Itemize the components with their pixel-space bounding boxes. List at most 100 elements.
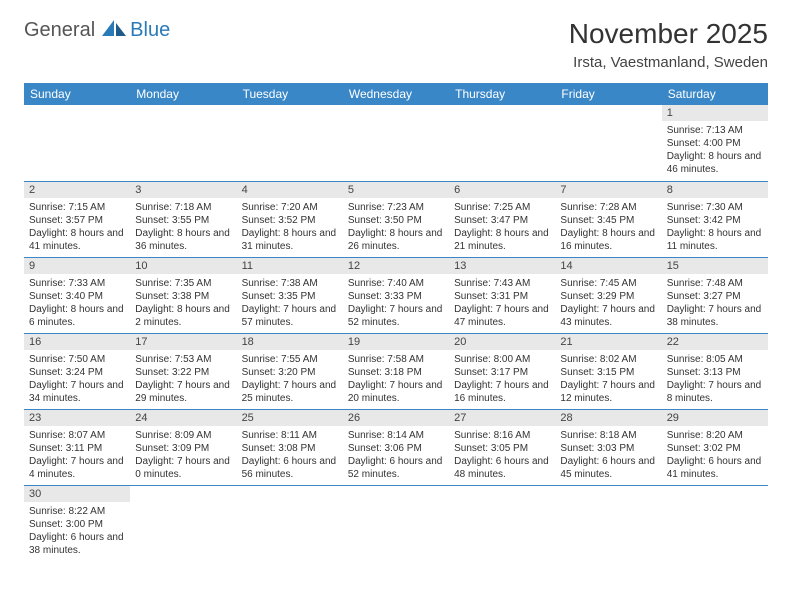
daylight-text: Daylight: 6 hours and 56 minutes. [242, 455, 338, 481]
sunrise-text: Sunrise: 7:53 AM [135, 353, 231, 366]
weekday-header-row: Sunday Monday Tuesday Wednesday Thursday… [24, 83, 768, 105]
day-number: 25 [237, 410, 343, 426]
calendar-week-row: 16Sunrise: 7:50 AMSunset: 3:24 PMDayligh… [24, 333, 768, 409]
sunset-text: Sunset: 3:47 PM [454, 214, 550, 227]
sunrise-text: Sunrise: 8:11 AM [242, 429, 338, 442]
calendar-day-cell: 25Sunrise: 8:11 AMSunset: 3:08 PMDayligh… [237, 409, 343, 485]
daylight-text: Daylight: 8 hours and 11 minutes. [667, 227, 763, 253]
logo-text-general: General [24, 19, 95, 42]
daylight-text: Daylight: 7 hours and 52 minutes. [348, 303, 444, 329]
sunrise-text: Sunrise: 7:33 AM [29, 277, 125, 290]
daylight-text: Daylight: 7 hours and 34 minutes. [29, 379, 125, 405]
day-details: Sunrise: 8:18 AMSunset: 3:03 PMDaylight:… [555, 426, 661, 484]
calendar-day-cell: 3Sunrise: 7:18 AMSunset: 3:55 PMDaylight… [130, 181, 236, 257]
calendar-day-cell: 8Sunrise: 7:30 AMSunset: 3:42 PMDaylight… [662, 181, 768, 257]
sunrise-text: Sunrise: 7:25 AM [454, 201, 550, 214]
daylight-text: Daylight: 7 hours and 16 minutes. [454, 379, 550, 405]
daylight-text: Daylight: 6 hours and 52 minutes. [348, 455, 444, 481]
day-number: 2 [24, 182, 130, 198]
weekday-header: Wednesday [343, 83, 449, 105]
day-details: Sunrise: 7:53 AMSunset: 3:22 PMDaylight:… [130, 350, 236, 408]
sunrise-text: Sunrise: 7:35 AM [135, 277, 231, 290]
day-details: Sunrise: 7:45 AMSunset: 3:29 PMDaylight:… [555, 274, 661, 332]
calendar-day-cell: 15Sunrise: 7:48 AMSunset: 3:27 PMDayligh… [662, 257, 768, 333]
day-number: 19 [343, 334, 449, 350]
day-details: Sunrise: 7:28 AMSunset: 3:45 PMDaylight:… [555, 198, 661, 256]
sunset-text: Sunset: 3:38 PM [135, 290, 231, 303]
day-number: 12 [343, 258, 449, 274]
daylight-text: Daylight: 8 hours and 6 minutes. [29, 303, 125, 329]
day-number: 18 [237, 334, 343, 350]
calendar-table: Sunday Monday Tuesday Wednesday Thursday… [24, 83, 768, 561]
sunrise-text: Sunrise: 8:09 AM [135, 429, 231, 442]
day-details: Sunrise: 7:43 AMSunset: 3:31 PMDaylight:… [449, 274, 555, 332]
day-number: 9 [24, 258, 130, 274]
sunset-text: Sunset: 3:50 PM [348, 214, 444, 227]
daylight-text: Daylight: 8 hours and 16 minutes. [560, 227, 656, 253]
sunset-text: Sunset: 3:57 PM [29, 214, 125, 227]
logo-text-blue: Blue [130, 19, 170, 42]
day-number: 29 [662, 410, 768, 426]
day-details: Sunrise: 8:14 AMSunset: 3:06 PMDaylight:… [343, 426, 449, 484]
day-number: 26 [343, 410, 449, 426]
sunset-text: Sunset: 3:18 PM [348, 366, 444, 379]
day-number [449, 105, 555, 109]
logo-sail-icon [100, 18, 128, 43]
sunrise-text: Sunrise: 7:55 AM [242, 353, 338, 366]
calendar-day-cell [24, 105, 130, 181]
day-number: 24 [130, 410, 236, 426]
sunset-text: Sunset: 3:33 PM [348, 290, 444, 303]
weekday-header: Monday [130, 83, 236, 105]
daylight-text: Daylight: 8 hours and 2 minutes. [135, 303, 231, 329]
day-number [555, 105, 661, 109]
calendar-day-cell: 27Sunrise: 8:16 AMSunset: 3:05 PMDayligh… [449, 409, 555, 485]
sunrise-text: Sunrise: 7:20 AM [242, 201, 338, 214]
sunset-text: Sunset: 3:52 PM [242, 214, 338, 227]
sunrise-text: Sunrise: 7:40 AM [348, 277, 444, 290]
sunset-text: Sunset: 3:29 PM [560, 290, 656, 303]
sunrise-text: Sunrise: 7:48 AM [667, 277, 763, 290]
calendar-day-cell: 20Sunrise: 8:00 AMSunset: 3:17 PMDayligh… [449, 333, 555, 409]
logo: General Blue [24, 18, 170, 43]
calendar-day-cell [343, 105, 449, 181]
calendar-day-cell: 2Sunrise: 7:15 AMSunset: 3:57 PMDaylight… [24, 181, 130, 257]
daylight-text: Daylight: 8 hours and 31 minutes. [242, 227, 338, 253]
calendar-day-cell [449, 485, 555, 561]
day-number [130, 486, 236, 490]
calendar-day-cell [130, 485, 236, 561]
day-details: Sunrise: 7:13 AMSunset: 4:00 PMDaylight:… [662, 121, 768, 179]
sunset-text: Sunset: 3:45 PM [560, 214, 656, 227]
weekday-header: Friday [555, 83, 661, 105]
calendar-day-cell: 23Sunrise: 8:07 AMSunset: 3:11 PMDayligh… [24, 409, 130, 485]
day-number: 11 [237, 258, 343, 274]
day-details: Sunrise: 8:22 AMSunset: 3:00 PMDaylight:… [24, 502, 130, 560]
sunrise-text: Sunrise: 7:38 AM [242, 277, 338, 290]
daylight-text: Daylight: 8 hours and 41 minutes. [29, 227, 125, 253]
day-number [237, 105, 343, 109]
sunrise-text: Sunrise: 7:43 AM [454, 277, 550, 290]
calendar-day-cell: 29Sunrise: 8:20 AMSunset: 3:02 PMDayligh… [662, 409, 768, 485]
day-details: Sunrise: 7:30 AMSunset: 3:42 PMDaylight:… [662, 198, 768, 256]
calendar-day-cell: 21Sunrise: 8:02 AMSunset: 3:15 PMDayligh… [555, 333, 661, 409]
day-number: 7 [555, 182, 661, 198]
day-number: 4 [237, 182, 343, 198]
day-number: 23 [24, 410, 130, 426]
day-details: Sunrise: 8:02 AMSunset: 3:15 PMDaylight:… [555, 350, 661, 408]
sunset-text: Sunset: 4:00 PM [667, 137, 763, 150]
weekday-header: Saturday [662, 83, 768, 105]
day-number: 16 [24, 334, 130, 350]
sunrise-text: Sunrise: 8:02 AM [560, 353, 656, 366]
sunset-text: Sunset: 3:03 PM [560, 442, 656, 455]
sunset-text: Sunset: 3:31 PM [454, 290, 550, 303]
daylight-text: Daylight: 8 hours and 36 minutes. [135, 227, 231, 253]
daylight-text: Daylight: 7 hours and 20 minutes. [348, 379, 444, 405]
sunrise-text: Sunrise: 8:16 AM [454, 429, 550, 442]
sunrise-text: Sunrise: 8:07 AM [29, 429, 125, 442]
calendar-day-cell: 19Sunrise: 7:58 AMSunset: 3:18 PMDayligh… [343, 333, 449, 409]
calendar-day-cell [343, 485, 449, 561]
title-block: November 2025 Irsta, Vaestmanland, Swede… [569, 18, 768, 71]
daylight-text: Daylight: 7 hours and 8 minutes. [667, 379, 763, 405]
day-details: Sunrise: 7:35 AMSunset: 3:38 PMDaylight:… [130, 274, 236, 332]
sunset-text: Sunset: 3:55 PM [135, 214, 231, 227]
day-details: Sunrise: 8:11 AMSunset: 3:08 PMDaylight:… [237, 426, 343, 484]
